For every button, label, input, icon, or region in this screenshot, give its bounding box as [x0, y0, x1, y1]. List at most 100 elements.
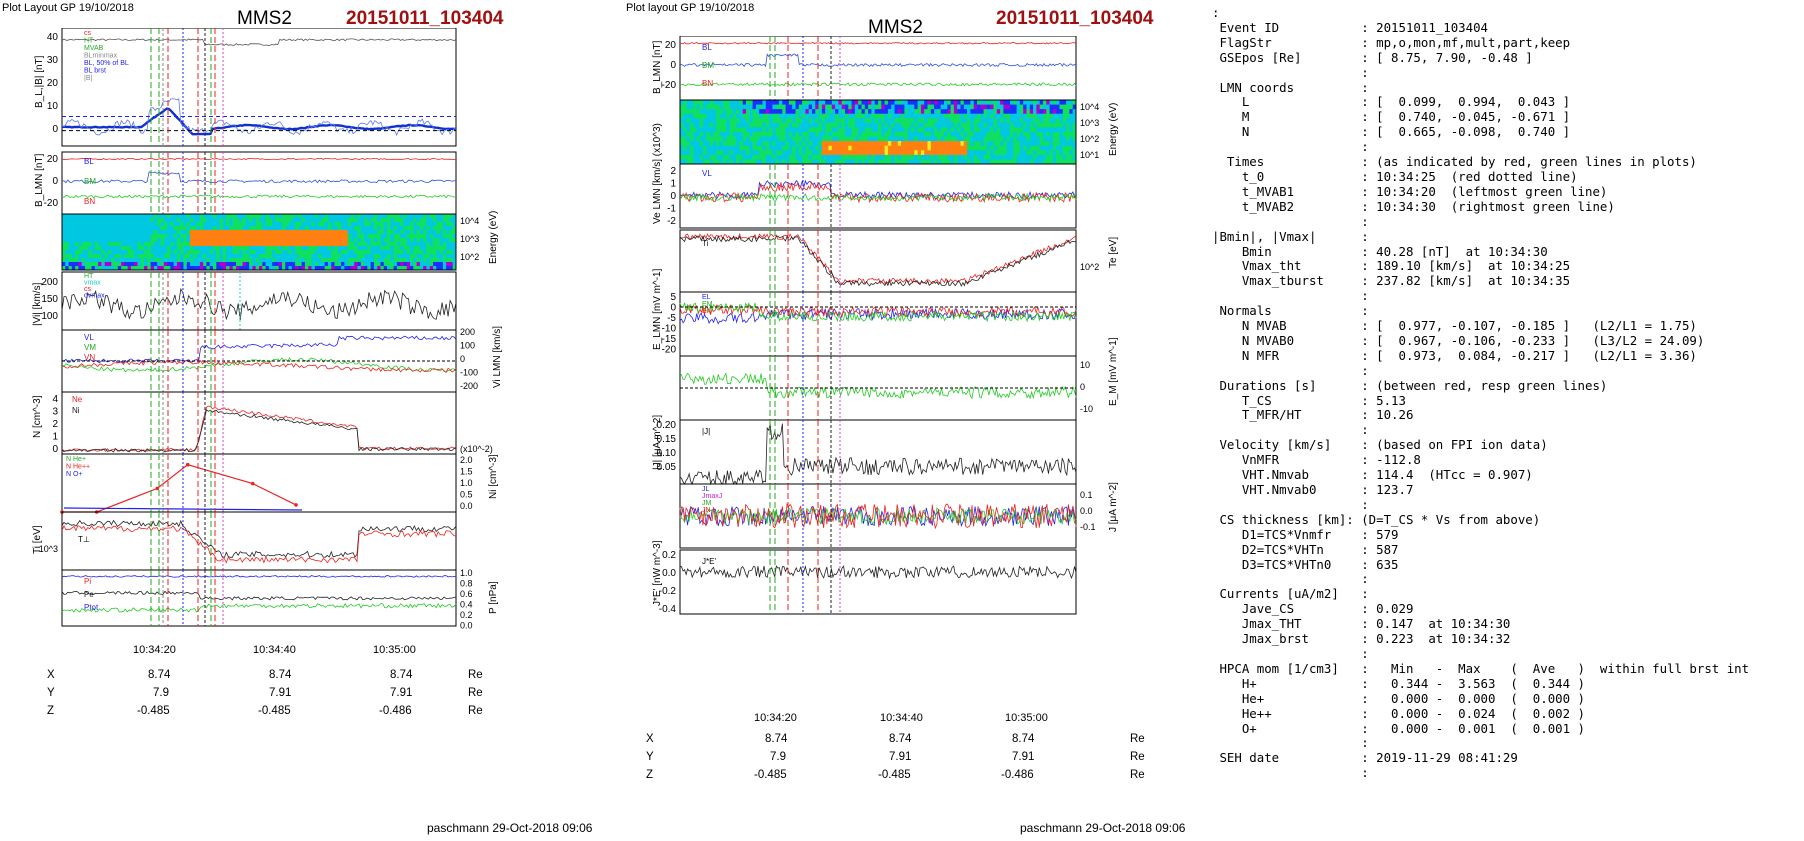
spectrogram-cell	[864, 118, 869, 124]
spectrogram-cell	[739, 109, 744, 115]
spectrogram-cell	[170, 254, 175, 259]
spectrogram-cell	[788, 159, 793, 165]
spectrogram-cell	[324, 262, 329, 267]
spectrogram-cell	[387, 254, 391, 259]
spectrogram-cell	[157, 234, 161, 239]
spectrogram-cell	[262, 258, 266, 263]
legend-entry: vmax	[84, 280, 101, 287]
spectrogram-cell	[884, 141, 889, 147]
spectrogram-cell	[1039, 104, 1044, 110]
spectrogram-cell	[719, 118, 724, 124]
spectrogram-cell	[983, 154, 988, 160]
panel-frame	[61, 569, 457, 627]
spectrogram-cell	[429, 254, 434, 259]
spectrogram-cell	[808, 127, 813, 133]
spectrogram-cell	[163, 254, 168, 259]
spectrogram-cell	[917, 145, 922, 151]
spectrogram-cell	[970, 122, 975, 128]
spectrogram-cell	[1026, 141, 1031, 147]
spectrogram-cell	[1016, 118, 1021, 124]
spectrogram-cell	[111, 234, 115, 239]
spectrogram-cell	[953, 122, 958, 128]
spectrogram-cell	[62, 226, 66, 231]
spectrogram-cell	[199, 266, 204, 271]
spectrogram-cell	[173, 266, 178, 271]
info-line: :	[1212, 5, 1220, 20]
spectrogram-cell	[772, 145, 777, 151]
spectrogram-cell	[163, 214, 168, 219]
spectrogram-cell	[990, 154, 994, 160]
spectrogram-cell	[176, 230, 181, 235]
spectrogram-cell	[861, 141, 866, 147]
spectrogram-cell	[812, 145, 816, 151]
spectrogram-cell	[347, 246, 352, 251]
spectrogram-cell	[696, 104, 701, 110]
spectrogram-cell	[927, 109, 932, 115]
spectrogram-cell	[812, 159, 816, 165]
spectrogram-cell	[121, 234, 125, 239]
spectrogram-cell	[785, 122, 790, 128]
spectrogram-cell	[203, 254, 207, 259]
spectrogram-cell	[960, 159, 965, 165]
spectrogram-cell	[78, 226, 83, 231]
spectrogram-cell	[357, 218, 362, 223]
spectrogram-cell	[726, 118, 730, 124]
y-tick-label: 10^3	[39, 544, 58, 554]
spectrogram-cell	[1046, 159, 1050, 165]
spectrogram-cell	[1056, 122, 1060, 128]
spectrogram-cell	[124, 238, 129, 243]
spectrogram-cell	[281, 214, 286, 219]
spectrogram-cell	[380, 246, 385, 251]
spectrogram-cell	[121, 250, 125, 255]
spectrogram-cell	[442, 258, 447, 263]
spectrogram-cell	[78, 250, 83, 255]
spectrogram-cell	[219, 218, 224, 223]
spectrogram-cell	[722, 118, 727, 124]
spectrogram-cell	[410, 246, 414, 251]
spectrogram-cell	[452, 254, 457, 259]
spectrogram-cell	[1000, 154, 1004, 160]
info-line: N MVAB : [ 0.977, -0.107, -0.185 ] (L2/L…	[1212, 318, 1697, 334]
spectrogram-cell	[736, 145, 740, 151]
spectrogram-cell	[1013, 104, 1017, 110]
info-line: :	[1212, 765, 1369, 781]
spectrogram-cell	[802, 109, 806, 115]
spectrogram-cell	[693, 132, 697, 137]
y-tick-label: 0.8	[460, 579, 473, 589]
spectrogram-cell	[334, 262, 339, 267]
spectrogram-cell	[907, 104, 912, 110]
y-tick-label: 4	[52, 394, 58, 405]
spectrogram-cell	[183, 242, 188, 247]
spectrogram-cell	[868, 145, 872, 151]
spectrogram-cell	[272, 258, 276, 263]
spectrogram-cell	[874, 113, 879, 119]
spectrogram-cell	[436, 262, 440, 267]
spectrogram-cell	[746, 145, 750, 151]
spectrogram-cell	[874, 109, 879, 115]
spectrogram-cell	[357, 226, 362, 231]
spectrogram-cell	[229, 226, 234, 231]
spectrogram-cell	[699, 113, 704, 119]
spectrogram-cell	[1043, 122, 1047, 128]
y-tick-label: 0	[52, 444, 58, 455]
spectrogram-cell	[1049, 100, 1054, 105]
spectrogram-cell	[170, 266, 175, 271]
spectrogram-cell	[1072, 136, 1077, 142]
spectrogram-cell	[795, 104, 800, 110]
spectrogram-cell	[360, 214, 365, 219]
spectrogram-cell	[825, 154, 829, 160]
spectrogram-cell	[940, 127, 945, 133]
spectrogram-cell	[1049, 118, 1054, 124]
spectrogram-cell	[713, 145, 717, 151]
spectrogram-cell	[805, 159, 810, 165]
spectrogram-cell	[838, 132, 843, 137]
spectrogram-cell	[436, 238, 440, 243]
spectrogram-cell	[426, 258, 431, 263]
spectrogram-cell	[917, 127, 922, 133]
spectrogram-cell	[173, 230, 178, 235]
spectrogram-cell	[229, 246, 234, 251]
spectrogram-cell	[854, 141, 859, 147]
spectrogram-cell	[259, 218, 263, 223]
spectrogram-cell	[746, 141, 750, 147]
spectrogram-cell	[825, 122, 829, 128]
